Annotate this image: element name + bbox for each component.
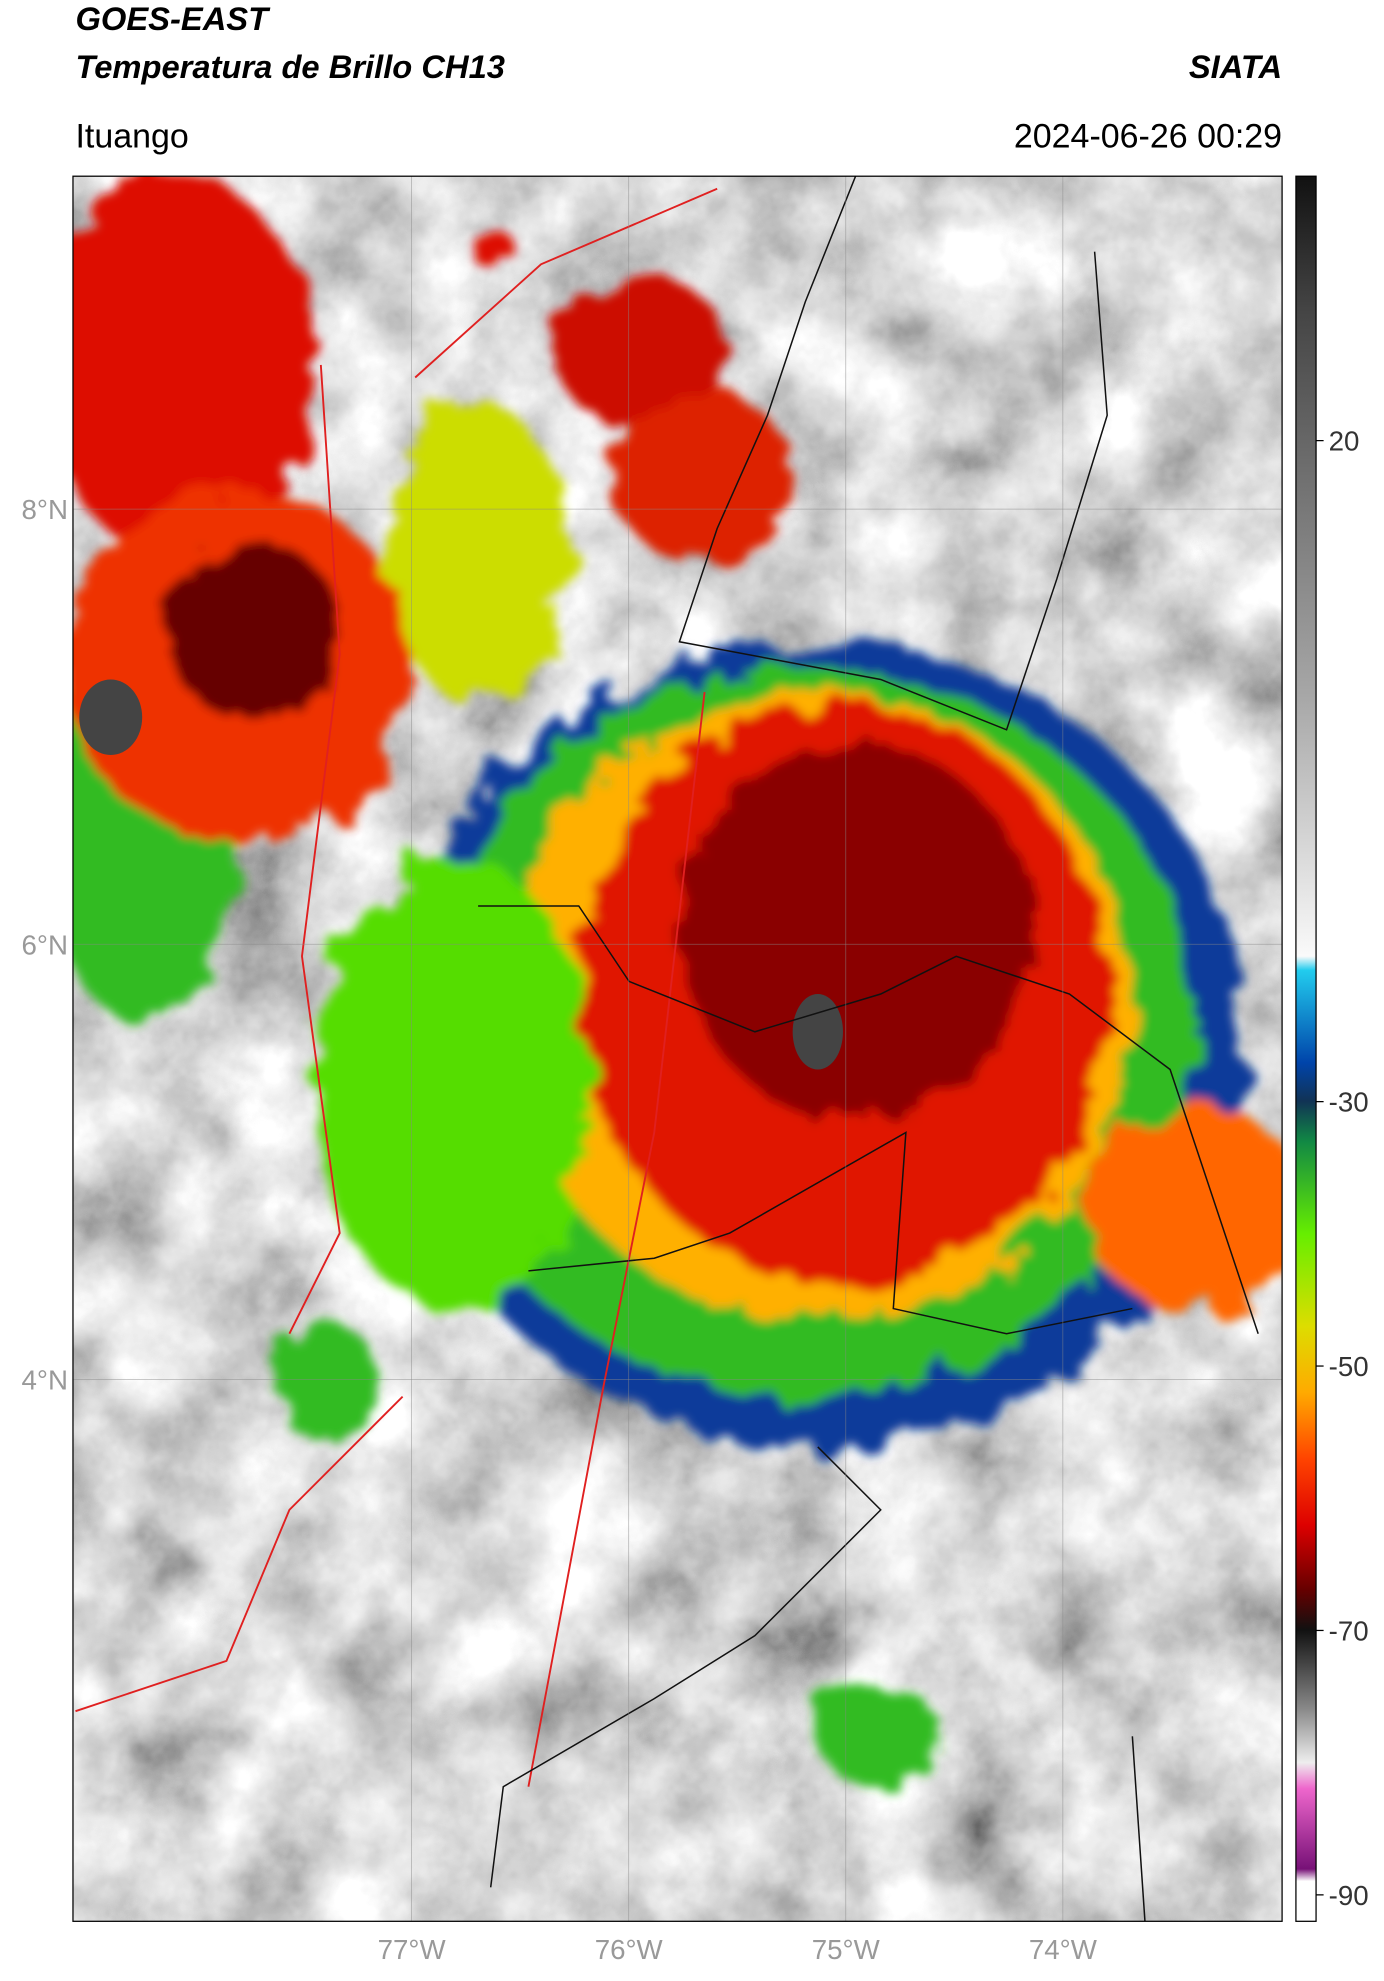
map-frame xyxy=(72,175,1283,1922)
colorbar-tick-label: -70 xyxy=(1329,1616,1369,1647)
source: SIATA xyxy=(1189,48,1282,85)
lon-tick-label: 76°W xyxy=(595,1934,664,1965)
lon-tick-label: 75°W xyxy=(812,1934,881,1965)
overshoot xyxy=(792,994,843,1070)
colorbar xyxy=(1295,175,1317,1922)
admin-borders xyxy=(478,176,1259,1922)
colorbar-tick-label: -90 xyxy=(1329,1880,1369,1911)
lat-tick-label: 4°N xyxy=(21,1365,67,1396)
satellite-image xyxy=(72,176,1283,1922)
lat-tick-label: 6°N xyxy=(21,929,67,960)
lat-tick-label: 8°N xyxy=(21,494,67,525)
region: Ituango xyxy=(75,117,188,155)
graticule xyxy=(72,176,1283,1922)
lon-tick-label: 77°W xyxy=(378,1934,447,1965)
lon-tick-label: 74°W xyxy=(1029,1934,1098,1965)
title-line1: GOES-EAST xyxy=(75,0,271,37)
coastline xyxy=(75,187,718,1787)
colorbar-tick-label: 20 xyxy=(1329,426,1360,457)
datetime: 2024-06-26 00:29 xyxy=(1014,117,1282,155)
colorbar-tick-label: -50 xyxy=(1329,1351,1369,1382)
title-line2: Temperatura de Brillo CH13 xyxy=(75,48,505,85)
overshoot xyxy=(79,679,143,755)
colorbar-tick-label: -30 xyxy=(1329,1087,1369,1118)
